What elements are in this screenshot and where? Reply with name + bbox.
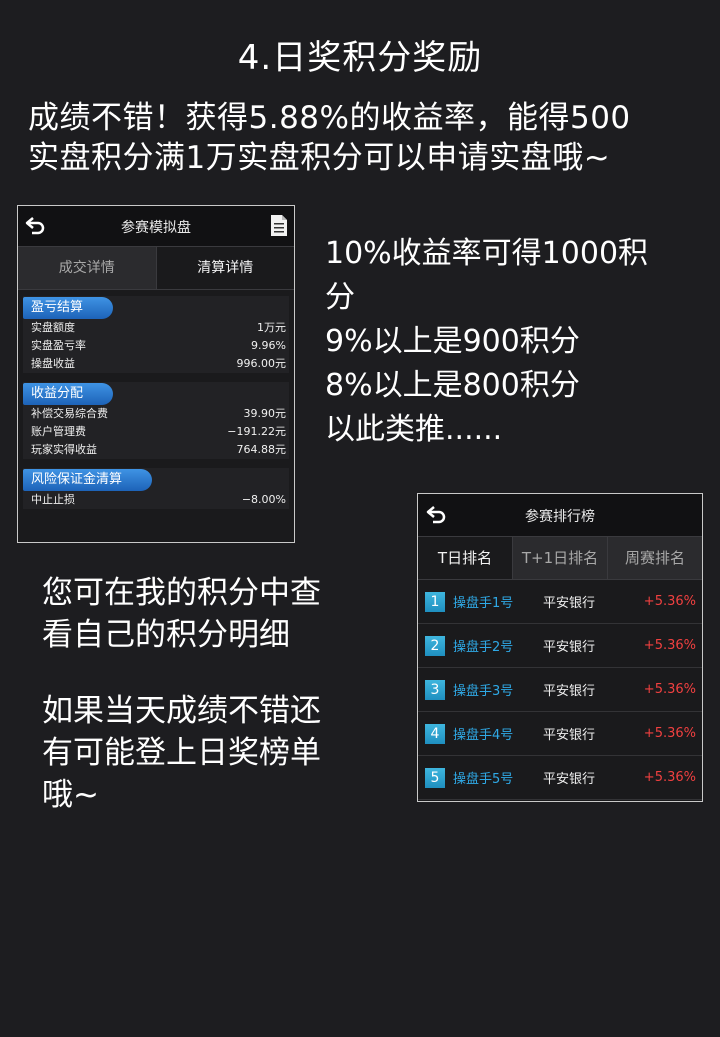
risk-deposit-section: 风险保证金清算 中止止损 −8.00%	[23, 468, 289, 509]
leaderboard-row[interactable]: 4 操盘手4号 平安银行 +5.36%	[418, 712, 702, 756]
note-line: 看自己的积分明细	[42, 617, 290, 653]
page-title: 4.日奖积分奖励	[237, 38, 483, 78]
tab-t1-day-rank[interactable]: T+1日排名	[513, 537, 608, 579]
data-row: 中止止损 −8.00%	[23, 491, 289, 509]
points-rules: 10%收益率可得1000积 分 9%以上是900积分 8%以上是800积分 以此…	[325, 232, 705, 452]
profit-distribution-section: 收益分配 补偿交易综合费 39.90元 账户管理费 −191.22元 玩家实得收益 7…	[23, 382, 289, 459]
panel-header: 参赛排行榜	[418, 494, 702, 536]
stock-name: 平安银行	[543, 684, 596, 699]
rule-line: 9%以上是900积分	[325, 324, 580, 359]
row-label: 操盘收益	[31, 357, 75, 370]
row-value: 996.00元	[236, 357, 287, 370]
rank-badge: 2	[425, 635, 445, 656]
data-row: 实盘盈亏率 9.96%	[23, 337, 289, 355]
section-header: 风险保证金清算	[23, 469, 153, 491]
rank-badge: 1	[425, 591, 445, 612]
leaderboard-row[interactable]: 2 操盘手2号 平安银行 +5.36%	[418, 624, 702, 668]
rule-line: 分	[325, 280, 355, 315]
stock-name: 平安银行	[543, 772, 596, 787]
row-value: 39.90元	[243, 407, 287, 420]
row-value: 1万元	[257, 321, 286, 334]
leaderboard-panel: 参赛排行榜 T日排名 T+1日排名 周赛排名 1 操盘手1号 平安银行 +5.3…	[417, 493, 703, 802]
leaderboard-row[interactable]: 1 操盘手1号 平安银行 +5.36%	[418, 580, 702, 624]
panel-title: 参赛模拟盘	[121, 220, 191, 236]
points-note: 您可在我的积分中查 看自己的积分明细	[42, 572, 382, 656]
row-value: 9.96%	[251, 339, 286, 352]
stock-name: 平安银行	[543, 728, 596, 743]
trader-name: 操盘手3号	[453, 684, 514, 699]
return-pct: +5.36%	[643, 770, 696, 785]
data-row: 补偿交易综合费 39.90元	[23, 405, 289, 423]
section-header: 收益分配	[23, 383, 114, 405]
tab-weekly-rank[interactable]: 周赛排名	[608, 537, 702, 579]
return-pct: +5.36%	[643, 638, 696, 653]
row-label: 玩家实得收益	[31, 443, 97, 456]
data-row: 账户管理费 −191.22元	[23, 423, 289, 441]
stock-name: 平安银行	[543, 596, 596, 611]
row-value: 764.88元	[236, 443, 287, 456]
row-value: −191.22元	[227, 425, 286, 438]
row-value: −8.00%	[241, 493, 286, 506]
trader-name: 操盘手1号	[453, 596, 514, 611]
leaderboard-row[interactable]: 3 操盘手3号 平安银行 +5.36%	[418, 668, 702, 712]
stock-name: 平安银行	[543, 640, 596, 655]
return-pct: +5.36%	[643, 726, 696, 741]
rank-badge: 3	[425, 679, 445, 700]
leaderboard-note: 如果当天成绩不错还 有可能登上日奖榜单 哦~	[42, 690, 382, 816]
rule-line: 10%收益率可得1000积	[325, 236, 649, 271]
note-line: 如果当天成绩不错还	[42, 693, 321, 729]
row-label: 补偿交易综合费	[31, 407, 108, 420]
panel-title: 参赛排行榜	[525, 509, 595, 525]
leaderboard-tabs: T日排名 T+1日排名 周赛排名	[418, 536, 702, 580]
row-label: 实盘盈亏率	[31, 339, 86, 352]
return-pct: +5.36%	[643, 682, 696, 697]
back-arrow-icon[interactable]	[24, 215, 46, 237]
leaderboard-row[interactable]: 5 操盘手5号 平安银行 +5.36%	[418, 756, 702, 800]
panel-header: 参赛模拟盘	[18, 206, 294, 247]
row-label: 账户管理费	[31, 425, 86, 438]
data-row: 实盘额度 1万元	[23, 319, 289, 337]
tab-trade-details[interactable]: 成交详情	[18, 247, 157, 289]
tab-t-day-rank[interactable]: T日排名	[418, 537, 513, 579]
note-line: 您可在我的积分中查	[42, 575, 321, 611]
rule-line: 8%以上是800积分	[325, 368, 580, 403]
back-arrow-icon[interactable]	[425, 504, 447, 526]
trader-name: 操盘手5号	[453, 772, 514, 787]
section-header: 盈亏结算	[23, 297, 114, 319]
rank-badge: 5	[425, 767, 445, 788]
note-line: 哦~	[42, 777, 99, 813]
pnl-section: 盈亏结算 实盘额度 1万元 实盘盈亏率 9.96% 操盘收益 996.00元	[23, 296, 289, 373]
document-icon[interactable]	[270, 214, 288, 237]
note-line: 有可能登上日奖榜单	[42, 735, 321, 771]
row-label: 实盘额度	[31, 321, 75, 334]
intro-text: 成绩不错！获得5.88%的收益率，能得500 实盘积分满1万实盘积分可以申请实盘…	[28, 98, 708, 178]
intro-line: 实盘积分满1万实盘积分可以申请实盘哦~	[28, 140, 611, 176]
sim-settlement-panel: 参赛模拟盘 成交详情 清算详情 盈亏结算 实盘额度 1万元 实盘盈亏率 9.96% …	[17, 205, 295, 543]
tab-settlement-details[interactable]: 清算详情	[156, 247, 294, 289]
data-row: 操盘收益 996.00元	[23, 355, 289, 373]
panel-tabs: 成交详情 清算详情	[18, 247, 294, 290]
data-row: 玩家实得收益 764.88元	[23, 441, 289, 459]
trader-name: 操盘手2号	[453, 640, 514, 655]
rank-badge: 4	[425, 723, 445, 744]
trader-name: 操盘手4号	[453, 728, 514, 743]
rule-line: 以此类推......	[325, 412, 503, 447]
row-label: 中止止损	[31, 493, 75, 506]
intro-line: 成绩不错！获得5.88%的收益率，能得500	[28, 100, 631, 136]
return-pct: +5.36%	[643, 594, 696, 609]
